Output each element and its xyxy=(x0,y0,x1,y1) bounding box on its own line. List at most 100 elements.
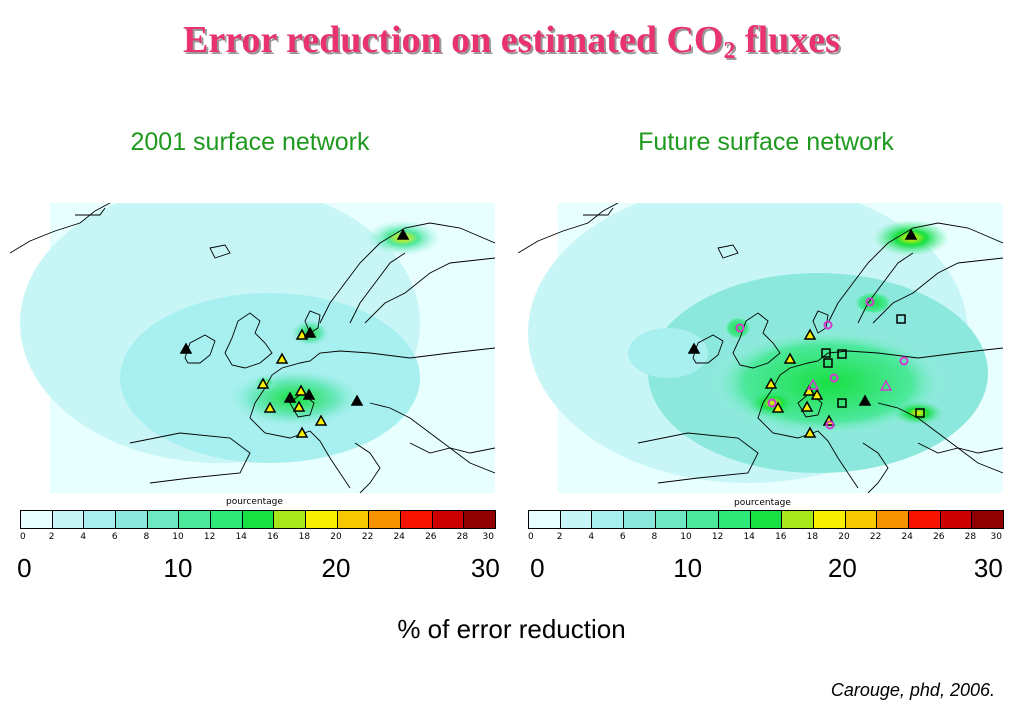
colorbar-swatch xyxy=(274,511,307,528)
colorbar-swatch xyxy=(52,511,85,528)
station-triangle xyxy=(879,379,893,391)
colorbar-swatch xyxy=(940,511,973,528)
colorbar-swatch xyxy=(464,511,496,528)
major-scale-label: 10 xyxy=(673,553,703,583)
colorbar-tick-label: 20 xyxy=(838,532,850,542)
colorbar-swatch xyxy=(750,511,783,528)
colorbar-swatch xyxy=(655,511,688,528)
colorbar-swatch xyxy=(401,511,433,528)
x-axis-label: % of error reduction xyxy=(397,614,626,644)
colorbar-tick-label: 18 xyxy=(298,532,311,542)
station-triangle xyxy=(802,384,816,396)
left-panel-title: 2001 surface network xyxy=(130,128,370,156)
right-error-map xyxy=(518,203,1003,493)
major-scale-label: 10 xyxy=(163,553,193,583)
station-triangle xyxy=(283,391,297,403)
colorbar-swatch xyxy=(84,511,117,528)
station-triangle xyxy=(275,352,289,364)
colorbar-swatch xyxy=(211,511,243,528)
coastlines xyxy=(518,203,1003,493)
right-scale-caption: pourcentage xyxy=(734,498,791,508)
left-station-markers xyxy=(179,228,410,438)
colorbar-tick-label: 6 xyxy=(619,532,626,542)
colorbar-tick-label: 30 xyxy=(990,532,1002,542)
colorbar-tick-label: 4 xyxy=(588,532,595,542)
colorbar-swatch xyxy=(909,511,941,528)
colorbar-tick-label: 24 xyxy=(901,532,913,542)
left-colorbar-ticks: 0 2 4 6 8 10 12 14 16 18 20 22 24 26 28 30 xyxy=(20,532,494,544)
station-circle xyxy=(735,323,745,333)
colorbar-tick-label: 24 xyxy=(393,532,405,542)
colorbar-swatch xyxy=(845,511,878,528)
station-triangle xyxy=(783,352,797,364)
station-circle xyxy=(825,420,835,430)
major-scale-label: 0 xyxy=(17,553,32,583)
colorbar-swatch xyxy=(306,511,338,528)
left-colorbar xyxy=(20,510,496,529)
colorbar-tick-label: 26 xyxy=(425,532,437,542)
colorbar-tick-label: 2 xyxy=(48,532,55,542)
colorbar-swatch xyxy=(719,511,751,528)
station-square xyxy=(837,349,847,359)
station-triangle xyxy=(295,426,309,438)
station-square xyxy=(896,314,906,324)
colorbar-swatch xyxy=(369,511,402,528)
colorbar-swatch xyxy=(972,511,1004,528)
station-triangle xyxy=(292,400,306,412)
station-triangle xyxy=(800,400,814,412)
colorbar-tick-label: 28 xyxy=(456,532,469,542)
colorbar-tick-label: 28 xyxy=(964,532,977,542)
colorbar-tick-label: 10 xyxy=(680,532,692,542)
station-triangle xyxy=(803,328,817,340)
left-error-map xyxy=(10,203,495,493)
station-triangle xyxy=(302,388,316,400)
colorbar-swatch xyxy=(814,511,846,528)
station-triangle xyxy=(803,426,817,438)
colorbar-tick-label: 26 xyxy=(933,532,945,542)
colorbar-tick-label: 4 xyxy=(80,532,87,542)
colorbar-tick-label: 22 xyxy=(361,532,374,542)
station-triangle xyxy=(294,384,308,396)
station-square xyxy=(823,358,833,368)
station-circle xyxy=(865,297,875,307)
colorbar-swatch xyxy=(21,511,53,528)
major-scale-label: 20 xyxy=(321,553,351,583)
colorbar-tick-label: 20 xyxy=(330,532,342,542)
colorbar-swatch xyxy=(337,511,370,528)
station-triangle xyxy=(764,377,778,389)
colorbar-swatch xyxy=(624,511,656,528)
station-triangle xyxy=(687,342,701,354)
colorbar-tick-label: 30 xyxy=(482,532,494,542)
colorbar-swatch xyxy=(560,511,593,528)
station-circle xyxy=(829,373,839,383)
page-title: Error reduction on estimated CO2 fluxes xyxy=(183,19,840,64)
colorbar-tick-label: 16 xyxy=(775,532,787,542)
colorbar-tick-label: 0 xyxy=(528,532,534,542)
right-colorbar-ticks: 0 2 4 6 8 10 12 14 16 18 20 22 24 26 28 30 xyxy=(528,532,1002,544)
station-triangle xyxy=(771,401,785,413)
colorbar-tick-label: 14 xyxy=(235,532,247,542)
citation: Carouge, phd, 2006. xyxy=(830,680,995,700)
right-station-markers xyxy=(687,228,925,438)
station-triangle xyxy=(810,388,824,400)
colorbar-swatch xyxy=(147,511,180,528)
right-panel-title: Future surface network xyxy=(638,128,894,156)
colorbar-tick-label: 14 xyxy=(743,532,755,542)
colorbar-tick-label: 16 xyxy=(267,532,279,542)
station-triangle xyxy=(904,228,918,240)
station-circle xyxy=(899,356,909,366)
major-scale-label: 30 xyxy=(973,553,1003,583)
colorbar-tick-label: 6 xyxy=(111,532,118,542)
colorbar-tick-label: 18 xyxy=(806,532,819,542)
station-square xyxy=(837,398,847,408)
colorbar-swatch xyxy=(687,511,720,528)
colorbar-swatch xyxy=(179,511,212,528)
colorbar-tick-label: 10 xyxy=(172,532,184,542)
colorbar-swatch xyxy=(877,511,910,528)
colorbar-tick-label: 12 xyxy=(711,532,724,542)
station-triangle xyxy=(314,414,328,426)
major-scale-label: 0 xyxy=(530,553,545,583)
colorbar-swatch xyxy=(116,511,148,528)
colorbar-tick-label: 2 xyxy=(556,532,563,542)
station-square xyxy=(915,408,925,418)
